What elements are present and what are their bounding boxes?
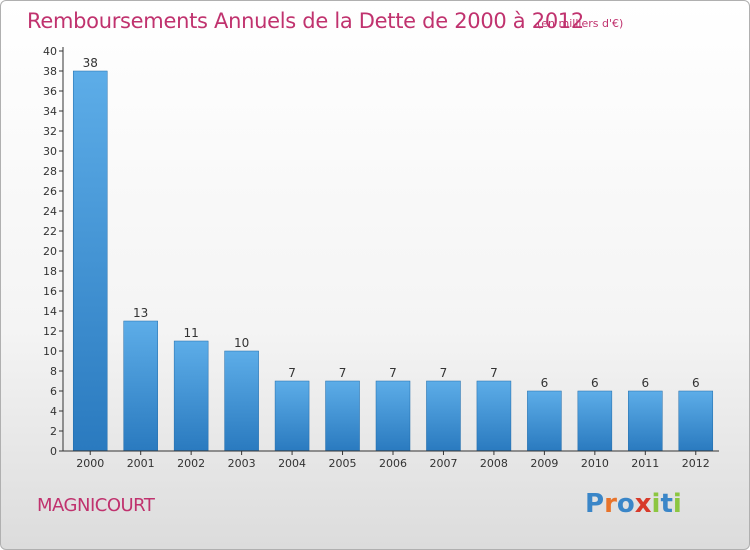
bar-2000 xyxy=(72,70,108,452)
commune-name: MAGNICOURT xyxy=(37,495,155,516)
x-tick-label: 2004 xyxy=(278,457,306,470)
y-tick-label: 28 xyxy=(43,165,57,178)
bar-value-label: 38 xyxy=(83,56,98,70)
bar-2004 xyxy=(274,380,310,452)
y-tick-label: 2 xyxy=(50,425,57,438)
y-tick-label: 6 xyxy=(50,385,57,398)
bar-2008 xyxy=(476,380,512,452)
x-tick-label: 2003 xyxy=(228,457,256,470)
y-tick-label: 8 xyxy=(50,365,57,378)
y-tick-label: 20 xyxy=(43,245,57,258)
bar-value-label: 7 xyxy=(288,366,296,380)
y-tick-label: 30 xyxy=(43,145,57,158)
y-tick-label: 38 xyxy=(43,65,57,78)
x-tick-label: 2007 xyxy=(429,457,457,470)
logo-letter: t xyxy=(660,489,673,519)
x-tick-label: 2005 xyxy=(329,457,357,470)
bar-value-label: 11 xyxy=(184,326,199,340)
bar-value-label: 7 xyxy=(389,366,397,380)
y-tick-label: 26 xyxy=(43,185,57,198)
x-tick-label: 2012 xyxy=(682,457,710,470)
logo-letter: i xyxy=(672,489,682,519)
chart-unit: (en milliers d'€) xyxy=(537,17,624,30)
bar-value-label: 6 xyxy=(541,376,549,390)
y-tick-label: 4 xyxy=(50,405,57,418)
bar-2002 xyxy=(173,340,209,452)
logo-letter: r xyxy=(604,489,617,519)
x-tick-label: 2002 xyxy=(177,457,205,470)
bar-2012 xyxy=(678,390,714,452)
bar-2010 xyxy=(577,390,613,452)
chart-title: Remboursements Annuels de la Dette de 20… xyxy=(27,9,584,33)
bar-2009 xyxy=(527,390,562,452)
y-tick-label: 22 xyxy=(43,225,57,238)
bar-2003 xyxy=(224,350,259,452)
bars: 38 13 11 10 7 7 7 7 7 6 6 6 6 xyxy=(72,56,714,452)
logo-letter: x xyxy=(634,489,652,519)
bar-value-label: 13 xyxy=(133,306,148,320)
logo-letter: P xyxy=(585,489,605,519)
x-tick-label: 2008 xyxy=(480,457,508,470)
bar-2007 xyxy=(426,380,461,452)
bar-value-label: 7 xyxy=(339,366,347,380)
bar-value-label: 7 xyxy=(440,366,448,380)
y-tick-label: 16 xyxy=(43,285,57,298)
x-tick-label: 2000 xyxy=(76,457,104,470)
logo-letter: o xyxy=(616,489,635,519)
x-tick-label: 2011 xyxy=(631,457,659,470)
bar-value-label: 10 xyxy=(234,336,249,350)
x-tick-label: 2009 xyxy=(530,457,558,470)
x-tick-label: 2001 xyxy=(127,457,155,470)
y-tick-label: 10 xyxy=(43,345,57,358)
bar-2001 xyxy=(123,320,158,452)
x-tick-label: 2010 xyxy=(581,457,609,470)
logo-letter: i xyxy=(651,489,661,519)
x-tick-label: 2006 xyxy=(379,457,407,470)
y-tick-label: 36 xyxy=(43,85,57,98)
y-tick-label: 40 xyxy=(43,45,57,58)
bar-value-label: 6 xyxy=(591,376,599,390)
y-tick-label: 0 xyxy=(50,445,57,458)
y-tick-label: 32 xyxy=(43,125,57,138)
y-tick-label: 12 xyxy=(43,325,57,338)
y-tick-label: 18 xyxy=(43,265,57,278)
bar-2011 xyxy=(628,390,663,452)
bar-value-label: 6 xyxy=(692,376,700,390)
y-tick-label: 24 xyxy=(43,205,57,218)
bar-value-label: 7 xyxy=(490,366,498,380)
bar-2005 xyxy=(325,380,360,452)
bar-value-label: 6 xyxy=(641,376,649,390)
proxiti-logo: Proxiti xyxy=(585,489,682,519)
y-tick-label: 14 xyxy=(43,305,57,318)
y-tick-label: 34 xyxy=(43,105,57,118)
bar-2006 xyxy=(375,380,411,452)
x-axis: 2000 2001 2002 2003 2004 2005 2006 2007 2008 2009… xyxy=(63,450,719,470)
